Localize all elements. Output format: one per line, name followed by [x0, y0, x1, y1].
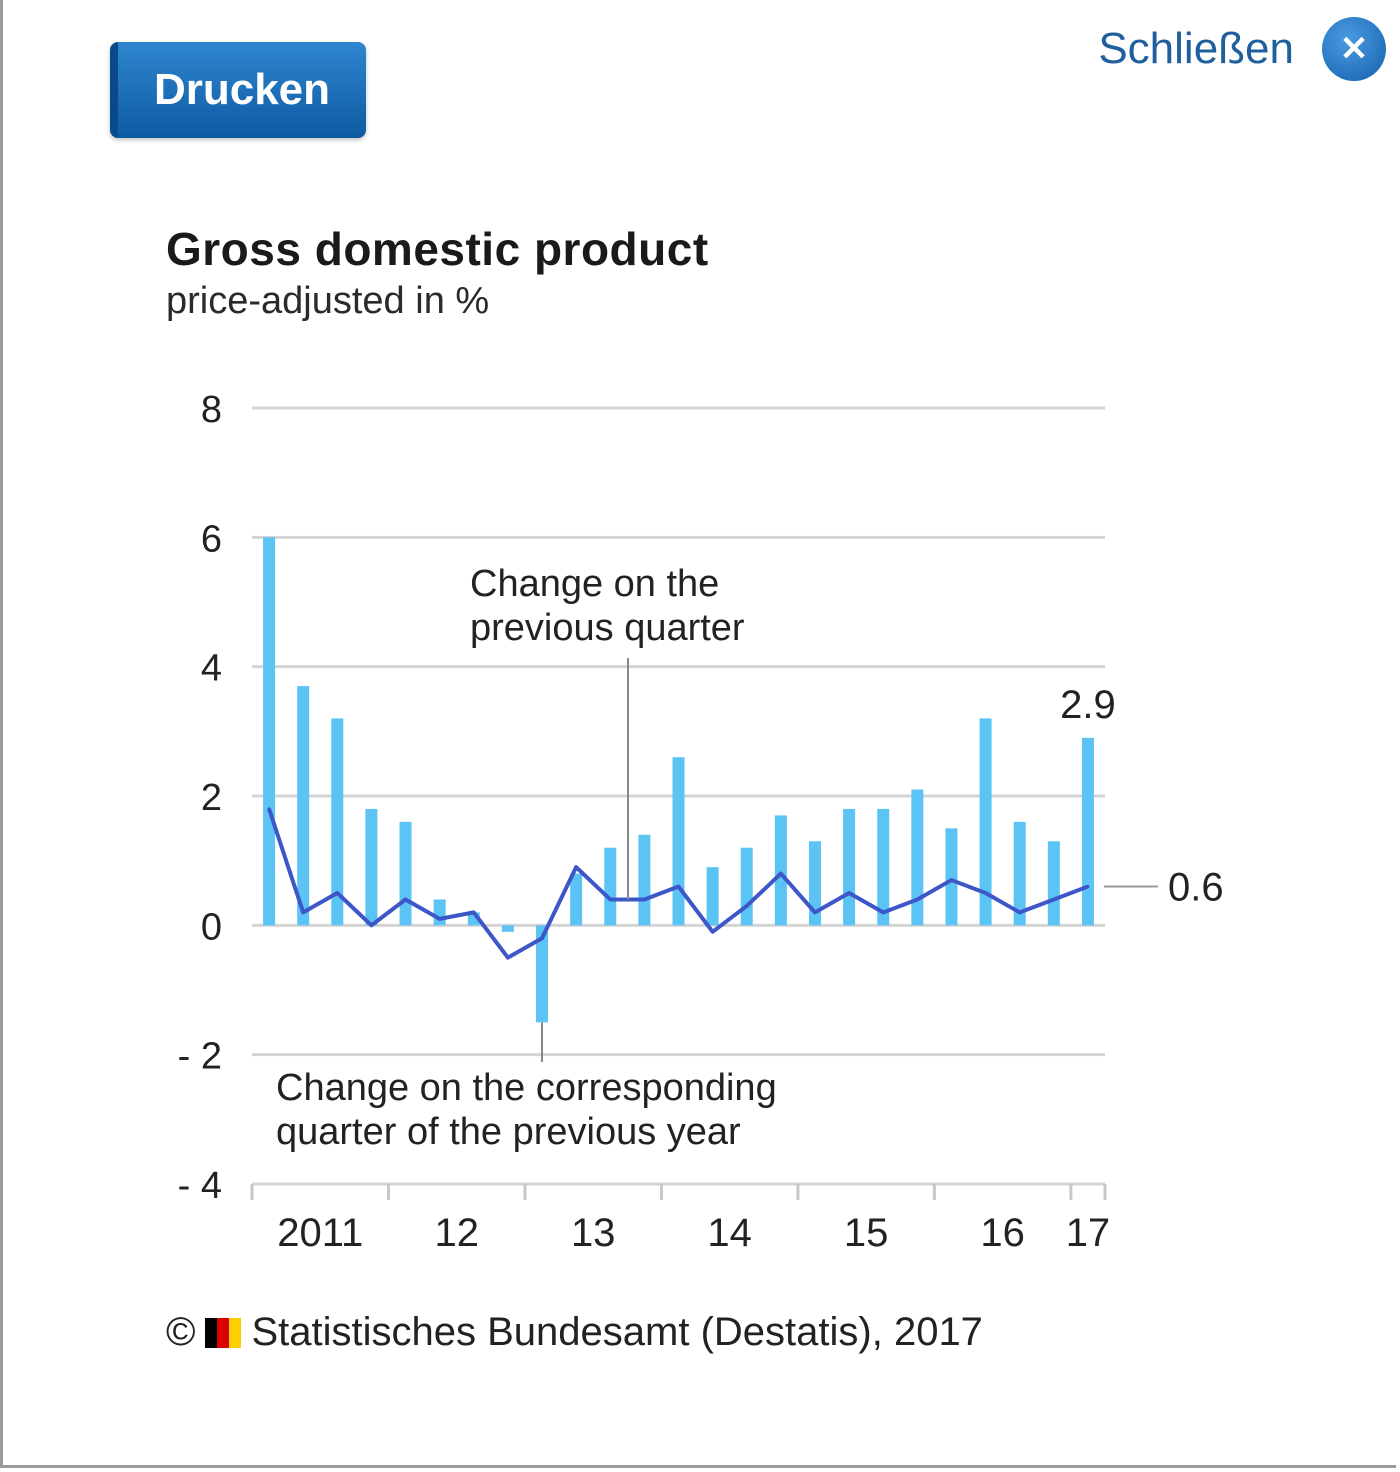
bar	[536, 925, 549, 1023]
print-button[interactable]: Drucken	[110, 42, 366, 138]
gdp-chart: 8 6 4 2 0 - 2 - 4 2011 12 13 14 15 16 17 Change on the…	[178, 389, 1224, 1255]
x-tick-label: 12	[434, 1211, 479, 1255]
line-point	[608, 897, 612, 901]
y-tick-label: - 2	[178, 1036, 222, 1078]
y-tick-label: - 4	[178, 1165, 222, 1207]
line-point	[506, 956, 510, 960]
bar	[706, 867, 719, 926]
bar	[365, 808, 378, 926]
bar-label-line2: quarter of the previous year	[276, 1111, 741, 1153]
line-point	[1018, 910, 1022, 914]
line-point	[267, 807, 271, 811]
print-button-label: Drucken	[153, 65, 331, 114]
line-label-line2: previous quarter	[470, 607, 745, 649]
line-point	[984, 891, 988, 895]
bar	[945, 828, 958, 926]
bar	[433, 899, 446, 926]
bar	[297, 686, 310, 926]
line-point	[745, 904, 749, 908]
bar	[877, 808, 890, 926]
line-point	[301, 910, 305, 914]
x-tick-label: 14	[707, 1211, 752, 1255]
line-label-line1: Change on the	[470, 563, 719, 605]
bar	[263, 537, 276, 926]
line-point	[642, 897, 646, 901]
footer-source: Statistisches Bundesamt (Destatis), 2017	[251, 1310, 983, 1354]
chart-title: Gross domestic product	[166, 223, 709, 275]
line-point	[949, 878, 953, 882]
line-point	[677, 885, 680, 889]
flag-stripe-red	[217, 1317, 230, 1348]
line-point	[813, 910, 817, 914]
line-point	[369, 923, 373, 927]
bar	[570, 873, 583, 926]
y-tick-label: 0	[201, 906, 222, 948]
copyright-icon: ©	[166, 1310, 196, 1354]
german-flag-icon	[205, 1317, 242, 1348]
bar-label-line1: Change on the corresponding	[276, 1067, 777, 1109]
close-icon[interactable]: ✕	[1322, 17, 1386, 81]
bar	[1081, 737, 1094, 926]
bar	[740, 847, 753, 926]
x-tick-label: 15	[844, 1211, 889, 1255]
y-tick-label: 8	[201, 389, 222, 431]
y-tick-label: 4	[201, 648, 222, 690]
bar	[331, 718, 344, 926]
flag-stripe-black	[205, 1317, 218, 1348]
x-tick-label: 16	[980, 1211, 1025, 1255]
close-label: Schließen	[1098, 24, 1294, 73]
bar	[774, 815, 787, 926]
x-tick-label: 13	[571, 1211, 616, 1255]
y-tick-label: 6	[201, 518, 222, 560]
line-point	[472, 910, 476, 914]
line-point	[847, 891, 851, 895]
chart-subtitle: price-adjusted in %	[166, 280, 490, 322]
line-point	[574, 865, 578, 869]
close-button[interactable]: Schließen ✕	[1098, 14, 1386, 84]
line-point	[881, 910, 885, 914]
flag-stripe-gold	[229, 1317, 242, 1348]
line-point	[1086, 885, 1090, 889]
bar	[1013, 821, 1026, 926]
line-point	[915, 897, 919, 901]
line-point	[779, 872, 783, 876]
bar	[843, 808, 856, 926]
bar	[672, 757, 685, 926]
line-point	[1052, 897, 1056, 901]
bar	[638, 834, 651, 926]
last-bar-value-label: 2.9	[1060, 683, 1116, 727]
bar	[808, 841, 821, 926]
line-point	[404, 897, 408, 901]
bar	[399, 821, 412, 926]
x-tick-label: 2011	[277, 1211, 363, 1255]
bar	[911, 789, 924, 926]
y-tick-label: 2	[201, 777, 222, 819]
bar	[501, 925, 514, 932]
bar	[604, 847, 617, 926]
line-point	[711, 930, 715, 934]
line-point	[335, 891, 339, 895]
bar	[1047, 841, 1060, 926]
line-point	[540, 936, 544, 940]
line-point	[438, 917, 442, 921]
footer: © Statistisches Bundesamt (Destatis), 20…	[166, 1310, 983, 1355]
last-line-value-label: 0.6	[1168, 866, 1224, 910]
x-tick-label: 17	[1066, 1211, 1111, 1255]
bar	[979, 718, 992, 926]
